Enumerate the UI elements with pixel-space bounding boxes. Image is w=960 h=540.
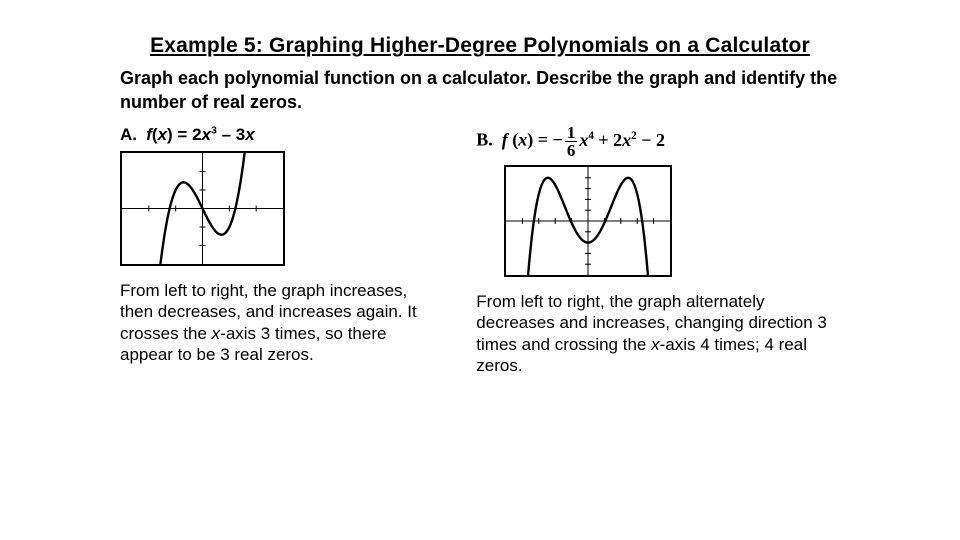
instruction-text: Graph each polynomial function on a calc…	[120, 67, 840, 114]
fn-eq: ) = 2	[167, 125, 202, 144]
fn-f: f	[146, 125, 152, 144]
two-column-layout: A. f(x) = 2x3 – 3x From left to right, t…	[120, 124, 840, 376]
fn-x3: x	[245, 125, 254, 144]
description-a: From left to right, the graph increases,…	[120, 280, 436, 365]
fraction-icon: 16	[565, 124, 578, 159]
fn-x1: x	[158, 125, 167, 144]
graph-b-box	[504, 165, 672, 277]
example-title: Example 5: Graphing Higher-Degree Polyno…	[60, 32, 900, 59]
part-a-label: A. f(x) = 2x3 – 3x	[120, 124, 436, 145]
fn-mid: – 3	[217, 125, 245, 144]
fn-x2: x	[202, 125, 211, 144]
part-b-label: B. f (x) = −16x4 + 2x2 − 2	[476, 124, 840, 159]
column-b: B. f (x) = −16x4 + 2x2 − 2 From left to …	[476, 124, 840, 376]
column-a: A. f(x) = 2x3 – 3x From left to right, t…	[120, 124, 436, 376]
graph-a-box	[120, 151, 285, 266]
graph-b-svg	[506, 167, 670, 275]
graph-a-svg	[122, 153, 283, 264]
description-b: From left to right, the graph alternatel…	[476, 291, 840, 376]
part-a-letter: A.	[120, 125, 137, 144]
part-b-letter: B.	[476, 130, 493, 150]
